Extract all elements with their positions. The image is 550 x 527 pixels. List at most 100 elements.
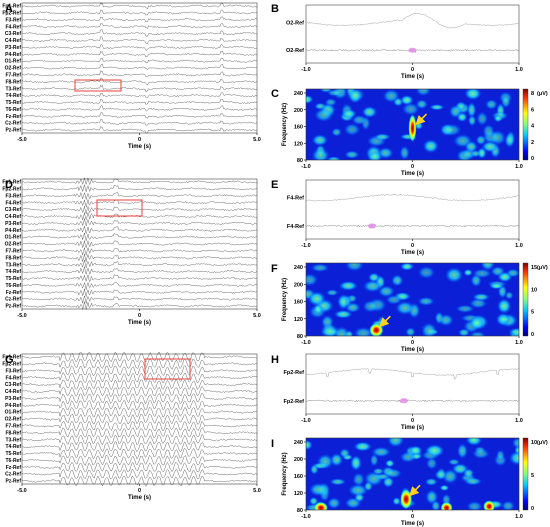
x-axis-label: Time (s) [128, 320, 151, 326]
x-tick: 5.0 [253, 137, 261, 143]
eeg-panel-g: GFp1-RefFp2-RefF3-RefF4-RefC3-RefC4-RefP… [2, 351, 261, 501]
colorbar-tick: 0 [531, 156, 534, 162]
y-tick: 160 [294, 474, 303, 480]
colorbar [522, 262, 529, 337]
eeg-panel-d: DFp1-RefFp2-RefF3-RefF4-RefC3-RefC4-RefP… [2, 177, 261, 326]
zoom-frame [305, 353, 520, 415]
raw-channel-label: F4-Ref [287, 196, 304, 202]
zoom-panel-e: E F4-Ref F4-Ref -1.0 0 1.0 Time (s) [271, 179, 523, 256]
channel-label: T6-Ref [5, 107, 21, 113]
x-axis-label: Time (s) [128, 144, 151, 150]
raw-trace [305, 193, 520, 202]
eeg-frame [21, 2, 258, 134]
x-tick: -1.0 [301, 514, 310, 520]
tf-panel-i: I 240 200 160 120 80 Frequency (Hz) -1.0 0 1.0 Tim… [271, 437, 548, 527]
colorbar-tick: 5 [531, 310, 534, 316]
channel-label: Cz-Ref [5, 297, 21, 303]
eeg-trace [21, 44, 258, 51]
channel-label: Fp1-Ref [2, 4, 21, 10]
eeg-trace [21, 105, 258, 112]
x-tick: 1.0 [515, 164, 523, 170]
x-tick: 0 [138, 313, 141, 319]
x-tick: 0 [411, 243, 414, 249]
hotspot [313, 501, 328, 510]
panel-label: E [271, 179, 278, 191]
filtered-channel-label: O2-Ref [286, 48, 304, 54]
hotspot [400, 489, 413, 510]
colorbar-tick: 2 [531, 140, 534, 146]
channel-label: P4-Ref [5, 403, 21, 409]
hotspot [408, 114, 417, 143]
colorbar-tick: 0 [531, 506, 534, 512]
channel-label: T3-Ref [5, 262, 21, 268]
colorbar [522, 88, 529, 161]
eeg-trace [21, 266, 258, 275]
zoom-panel-b: B O2-Ref O2-Ref -1.0 0 1.0 Time (s) [271, 3, 523, 80]
channel-label: T4-Ref [5, 93, 21, 99]
channel-label: P3-Ref [5, 396, 21, 402]
channel-label: O1-Ref [5, 59, 22, 65]
channel-label: T3-Ref [5, 86, 21, 92]
eeg-trace [21, 199, 258, 208]
raw-trace [306, 12, 520, 29]
panel-label: B [271, 3, 279, 15]
eeg-trace [21, 84, 258, 92]
eeg-trace [21, 118, 257, 126]
tf-heatmap [306, 263, 519, 336]
colorbar-tick: 0 [531, 332, 534, 338]
eeg-trace [21, 63, 258, 70]
channel-label: Fz-Ref [6, 290, 22, 296]
channel-label: O1-Ref [5, 235, 22, 241]
eeg-trace [21, 274, 258, 283]
colorbar-tick: 10 [531, 287, 537, 293]
eeg-trace [21, 406, 257, 418]
eeg-trace [22, 57, 258, 64]
channel-label: T4-Ref [5, 269, 21, 275]
y-axis-label: Frequency (Hz) [282, 278, 288, 321]
x-tick: 0 [138, 488, 141, 494]
channel-label: O2-Ref [5, 66, 22, 72]
filtered-trace [305, 223, 520, 229]
x-tick: 0 [411, 67, 414, 73]
channel-label: O1-Ref [5, 410, 22, 416]
zoom-frame [305, 179, 520, 240]
channel-label: Fp1-Ref [2, 180, 21, 186]
channel-label: Fp2-Ref [2, 361, 21, 367]
eeg-trace [21, 184, 258, 193]
eeg-trace [21, 247, 258, 256]
channel-label: P3-Ref [5, 221, 21, 227]
y-tick: 200 [294, 108, 303, 114]
raw-trace [305, 368, 520, 380]
x-tick: 1.0 [515, 243, 523, 249]
highlight-box [96, 199, 143, 217]
channel-label: Cz-Ref [5, 121, 21, 127]
channel-label: C3-Ref [5, 382, 21, 388]
eeg-trace [21, 392, 258, 404]
hotspot [483, 500, 496, 510]
channel-label: F4-Ref [5, 375, 21, 381]
channel-label: P4-Ref [5, 52, 21, 58]
eeg-trace [21, 351, 258, 363]
hotspot [440, 501, 453, 510]
eeg-trace [21, 427, 258, 439]
x-tick: 0 [411, 418, 414, 424]
eeg-trace [21, 420, 258, 432]
x-tick: 1.0 [515, 514, 523, 520]
x-tick: 5.0 [253, 313, 261, 319]
eeg-trace [21, 468, 258, 480]
eeg-trace [21, 253, 258, 262]
eeg-trace [21, 281, 258, 290]
x-axis-label: Time (s) [401, 425, 424, 431]
y-tick: 200 [294, 457, 303, 463]
eeg-trace [21, 9, 258, 16]
channel-label: Pz-Ref [5, 304, 21, 310]
channel-label: T5-Ref [5, 276, 21, 282]
eeg-trace [21, 232, 258, 241]
eeg-trace [21, 99, 258, 105]
eeg-trace [21, 413, 258, 425]
x-tick: 0 [411, 514, 414, 520]
eeg-trace [21, 192, 258, 200]
channel-label: T5-Ref [5, 100, 21, 106]
panel-label: F [271, 263, 278, 275]
channel-label: Pz-Ref [5, 128, 21, 134]
